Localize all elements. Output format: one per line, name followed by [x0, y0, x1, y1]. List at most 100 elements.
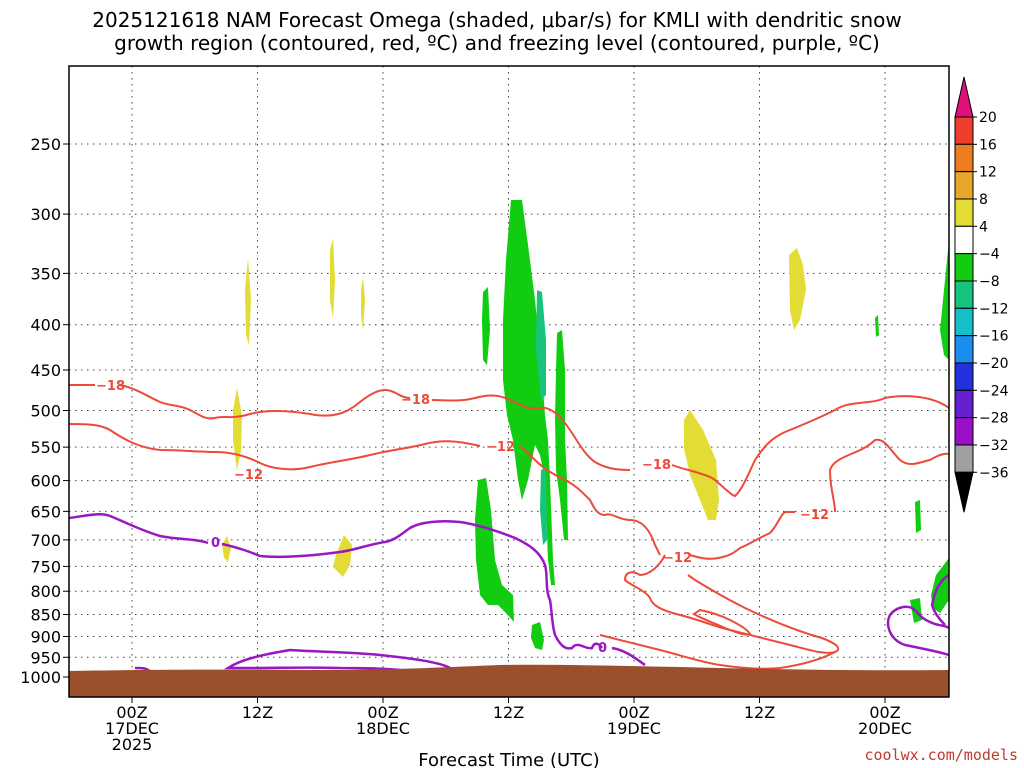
- dgz-label: −18: [642, 458, 671, 473]
- y-tick-label: 1000: [20, 668, 61, 687]
- omega-rising-region: [475, 478, 514, 622]
- x-tick-label: 00Z: [618, 703, 649, 722]
- colorbar-label: 8: [979, 192, 988, 208]
- colorbar-label: 20: [979, 110, 997, 126]
- x-tick-label: 12Z: [493, 703, 524, 722]
- minus18-contour: [69, 384, 950, 498]
- y-tick-label: 550: [30, 438, 61, 457]
- colorbar-bin: [954, 225, 974, 255]
- colorbar-bin: [954, 253, 974, 282]
- ground-terrain: [69, 664, 949, 697]
- colorbar-label: 4: [979, 219, 988, 235]
- x-tick-label: 00Z: [116, 703, 147, 722]
- chart-title-line-1: 2025121618 NAM Forecast Omega (shaded, μ…: [92, 8, 901, 32]
- x-tick-label: 00Z: [367, 703, 398, 722]
- omega-rising-region: [482, 287, 490, 365]
- colorbar-label: −20: [979, 356, 1009, 372]
- omega-sinking-region: [222, 536, 231, 562]
- y-tick-label: 400: [30, 316, 61, 335]
- colorbar-bin: [954, 362, 974, 391]
- omega-rising-region: [915, 500, 921, 533]
- minus12-small-contour: [692, 608, 752, 636]
- omega-sinking-region: [789, 248, 806, 330]
- colorbar-label: −8: [979, 274, 1000, 290]
- zero-c-contour: [68, 513, 646, 667]
- colorbar-label: −16: [979, 329, 1009, 345]
- y-tick-label: 850: [30, 606, 61, 625]
- freezing-label: 0: [211, 536, 220, 551]
- omega-rising-region: [940, 240, 949, 360]
- x-axis-title: Forecast Time (UTC): [418, 750, 599, 768]
- chart-title-line-2: growth region (contoured, red, ºC) and f…: [114, 31, 880, 55]
- dgz-label: −12: [800, 508, 829, 523]
- colorbar-bin: [954, 307, 974, 337]
- x-tick-label: 17DEC: [105, 719, 159, 738]
- y-tick-label: 250: [30, 135, 61, 154]
- dgz-label: −12: [486, 440, 515, 455]
- colorbar-bin: [954, 198, 974, 227]
- colorbar-bin: [954, 143, 974, 173]
- colorbar-label: −24: [979, 383, 1009, 399]
- colorbar-bin: [954, 335, 974, 364]
- x-tick-label: 00Z: [869, 703, 900, 722]
- y-axis: 250 300 350 400 450 500 550 600 650 700 750 800 850 9…: [20, 135, 69, 687]
- colorbar-label: −32: [979, 438, 1009, 454]
- y-tick-label: 500: [30, 402, 61, 421]
- x-tick-label: 12Z: [744, 703, 775, 722]
- y-tick-label: 700: [30, 531, 61, 550]
- colorbar-label: −36: [979, 465, 1009, 481]
- y-tick-label: 950: [30, 648, 61, 667]
- y-tick-label: 600: [30, 472, 61, 491]
- omega-strong-rising-region: [540, 468, 547, 545]
- colorbar-label: −4: [979, 247, 1000, 263]
- omega-sinking-region: [361, 278, 365, 330]
- y-tick-label: 300: [30, 205, 61, 224]
- omega-sinking-region: [233, 388, 242, 470]
- colorbar-bin: [954, 76, 974, 118]
- source-credit: coolwx.com/models: [864, 746, 1018, 764]
- x-tick-label: 20DEC: [858, 719, 912, 738]
- zero-c-right-contour: [886, 573, 950, 657]
- omega-colorbar: 20 16 12 8 4 −4 −8 −12 −16 −20 −24 −28 −32 −36: [954, 76, 1009, 513]
- dgz-label: −18: [401, 393, 430, 408]
- minus12-bottom-contour: [599, 634, 836, 670]
- omega-sinking-region: [684, 410, 719, 520]
- x-tick-label: 19DEC: [607, 719, 661, 738]
- omega-rising-region: [503, 200, 555, 585]
- x-tick-label: 18DEC: [356, 719, 410, 738]
- colorbar-bin: [954, 471, 974, 513]
- contour-labels: −18 −18 −18 −12 −12 −12 −12 0 0: [96, 379, 829, 656]
- omega-rising-region: [555, 330, 568, 540]
- omega-sinking-region: [245, 258, 251, 345]
- y-tick-label: 650: [30, 502, 61, 521]
- colorbar-bin: [954, 444, 974, 473]
- dgz-contours: [68, 384, 950, 670]
- colorbar-label: 16: [979, 137, 997, 153]
- omega-rising-region: [531, 622, 544, 650]
- y-tick-label: 350: [30, 264, 61, 283]
- omega-rising-region: [875, 315, 879, 337]
- colorbar-bin: [954, 171, 974, 200]
- colorbar-bin: [954, 280, 974, 309]
- omega-sinking-region: [330, 238, 335, 318]
- colorbar-bin: [954, 389, 974, 419]
- colorbar-label: 12: [979, 165, 997, 181]
- colorbar-bin: [954, 116, 974, 145]
- dgz-label: −18: [96, 379, 125, 394]
- y-tick-label: 800: [30, 582, 61, 601]
- omega-sinking-region: [333, 535, 352, 577]
- freezing-label: 0: [598, 641, 607, 656]
- y-tick-label: 450: [30, 361, 61, 380]
- omega-strong-rising-region: [536, 290, 546, 400]
- colorbar-label: −28: [979, 411, 1009, 427]
- colorbar-bin: [954, 417, 974, 446]
- x-tick-label: 2025: [112, 735, 153, 754]
- y-tick-label: 900: [30, 627, 61, 646]
- colorbar-label: −12: [979, 301, 1009, 317]
- minus12-contour: [68, 423, 950, 560]
- x-tick-label: 12Z: [242, 703, 273, 722]
- y-tick-label: 750: [30, 557, 61, 576]
- dgz-label: −12: [234, 468, 263, 483]
